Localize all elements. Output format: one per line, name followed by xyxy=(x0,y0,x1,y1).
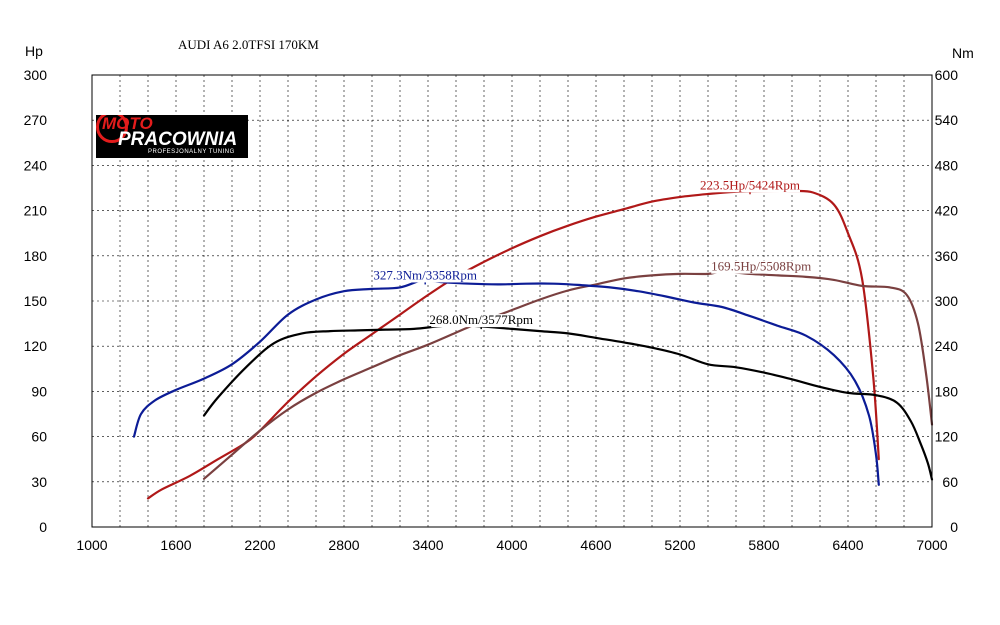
logo-line2: PRACOWNIA xyxy=(118,129,238,150)
peak-label-bg xyxy=(431,314,532,328)
x-tick-label: 4000 xyxy=(496,537,527,553)
left-tick-label: 60 xyxy=(31,429,47,445)
left-tick-label: 300 xyxy=(24,67,48,83)
series-line-2 xyxy=(202,270,934,480)
x-tick-label: 2200 xyxy=(244,537,275,553)
right-tick-label: 120 xyxy=(935,429,959,445)
logo-tagline: PROFESJONALNY TUNING xyxy=(148,149,235,155)
right-tick-label: 420 xyxy=(935,203,959,219)
left-axis-unit: Hp xyxy=(25,43,43,59)
left-tick-label: 240 xyxy=(24,157,48,173)
right-tick-label: 180 xyxy=(935,383,959,399)
peak-label-1: 223.5Hp/5424Rpm xyxy=(700,177,800,192)
right-tick-label: 240 xyxy=(935,338,959,354)
annotations: 223.5Hp/5424Rpm 169.5Hp/5508Rpm 327.3Nm/33… xyxy=(373,177,812,330)
left-tick-label: 270 xyxy=(24,112,48,128)
series-line-3 xyxy=(132,279,880,486)
right-tick-label: 300 xyxy=(935,293,959,309)
x-tick-label: 4600 xyxy=(580,537,611,553)
x-tick-label: 2800 xyxy=(328,537,359,553)
plot-frame xyxy=(91,74,933,528)
x-tick-label: 6400 xyxy=(832,537,863,553)
peak-label-2: 169.5Hp/5508Rpm xyxy=(711,259,811,274)
x-tick-label: 1600 xyxy=(160,537,191,553)
x-tick-label: 7000 xyxy=(916,537,947,553)
left-tick-label: 30 xyxy=(31,474,47,490)
logo-ring-icon xyxy=(96,115,128,143)
logo-line1: MOTO xyxy=(102,115,153,133)
series-lines xyxy=(132,189,934,500)
right-tick-label: 600 xyxy=(935,67,959,83)
right-tick-label: 480 xyxy=(935,157,959,173)
left-tick-label: 150 xyxy=(24,293,48,309)
left-tick-label: 120 xyxy=(24,338,48,354)
x-tick-label: 3400 xyxy=(412,537,443,553)
left-tick-label: 210 xyxy=(24,203,48,219)
left-tick-label: 90 xyxy=(31,383,47,399)
x-tick-label: 5800 xyxy=(748,537,779,553)
series-line-4 xyxy=(202,323,934,481)
x-tick-label: 5200 xyxy=(664,537,695,553)
x-tick-label: 1000 xyxy=(76,537,107,553)
right-tick-label: 60 xyxy=(942,474,958,490)
right-tick-label: 360 xyxy=(935,248,959,264)
left-tick-label: 0 xyxy=(39,519,47,535)
right-axis-unit: Nm xyxy=(952,45,974,61)
moto-pracownia-logo: MOTO PRACOWNIA PROFESJONALNY TUNING xyxy=(96,115,248,158)
right-tick-label: 540 xyxy=(935,112,959,128)
peak-label-3: 327.3Nm/3358Rpm xyxy=(373,267,477,282)
right-tick-label: 0 xyxy=(950,519,958,535)
chart-title: AUDI A6 2.0TFSI 170KM xyxy=(178,37,319,52)
left-tick-label: 180 xyxy=(24,248,48,264)
peak-label-bg xyxy=(375,269,476,283)
peak-label-bg xyxy=(700,179,800,193)
tick-labels: 0 0 30 60 60 120 90 180 120 240 150 300 180 360 210 420… xyxy=(24,67,959,553)
peak-label-bg xyxy=(711,260,812,274)
peak-label-4: 268.0Nm/3577Rpm xyxy=(429,312,533,327)
